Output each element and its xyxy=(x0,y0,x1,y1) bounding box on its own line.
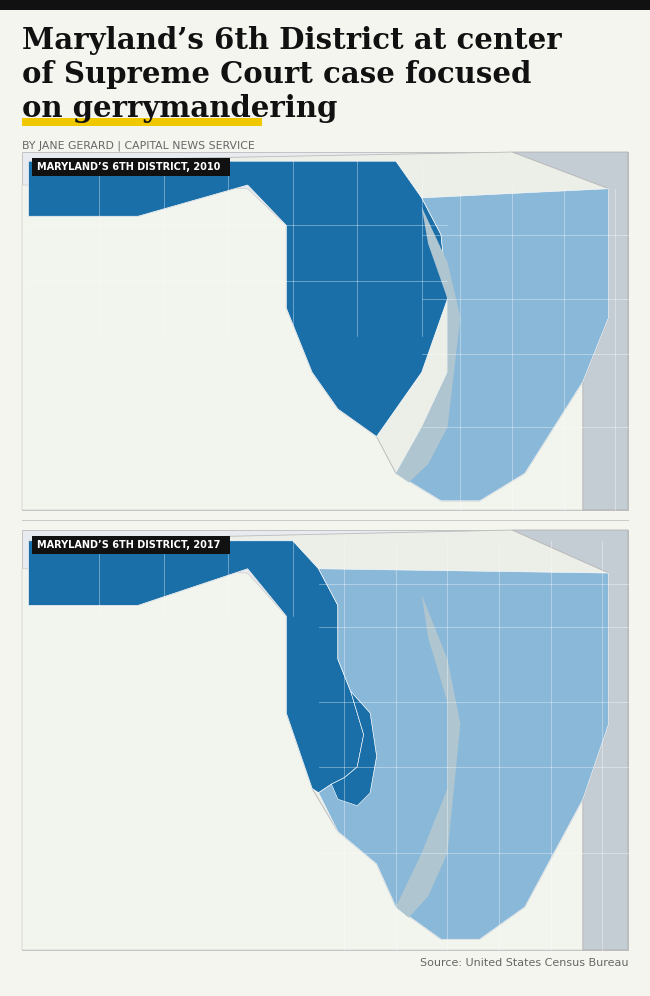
Bar xyxy=(32,158,230,176)
Polygon shape xyxy=(29,541,364,793)
Text: on gerrymandering: on gerrymandering xyxy=(22,94,337,123)
Text: MARYLAND’S 6TH DISTRICT, 2017: MARYLAND’S 6TH DISTRICT, 2017 xyxy=(37,540,220,550)
Bar xyxy=(22,118,262,126)
Polygon shape xyxy=(512,152,628,510)
Polygon shape xyxy=(22,185,628,510)
Polygon shape xyxy=(29,161,447,436)
Bar xyxy=(0,0,650,10)
Polygon shape xyxy=(22,569,628,950)
Text: of Supreme Court case focused: of Supreme Court case focused xyxy=(22,60,532,89)
Bar xyxy=(32,536,230,554)
Polygon shape xyxy=(512,530,628,950)
Text: BY JANE GERARD | CAPITAL NEWS SERVICE: BY JANE GERARD | CAPITAL NEWS SERVICE xyxy=(22,140,255,150)
Bar xyxy=(22,152,628,510)
Polygon shape xyxy=(318,569,608,939)
Polygon shape xyxy=(396,188,608,501)
Text: MARYLAND’S 6TH DISTRICT, 2010: MARYLAND’S 6TH DISTRICT, 2010 xyxy=(37,162,220,172)
Polygon shape xyxy=(29,530,608,939)
Text: Source: United States Census Bureau: Source: United States Census Bureau xyxy=(419,958,628,968)
Polygon shape xyxy=(29,152,608,501)
Polygon shape xyxy=(396,595,460,917)
Polygon shape xyxy=(396,207,460,482)
Polygon shape xyxy=(332,691,376,806)
Bar xyxy=(22,530,628,950)
Text: Maryland’s 6th District at center: Maryland’s 6th District at center xyxy=(22,26,562,55)
